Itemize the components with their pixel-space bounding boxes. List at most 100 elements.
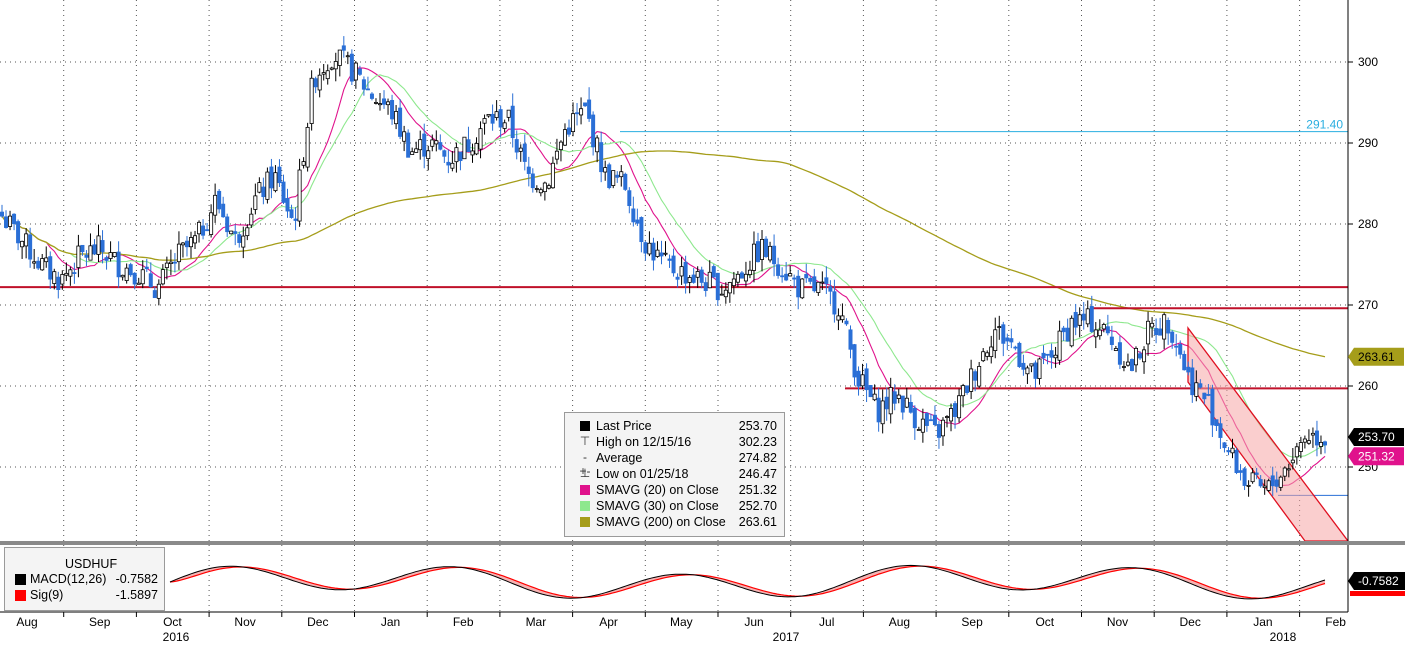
candle-body <box>591 114 596 148</box>
candle-body <box>188 237 193 248</box>
candle-body <box>132 272 137 285</box>
candle-body <box>357 68 362 75</box>
candle-body <box>836 315 841 321</box>
candle-body <box>812 276 817 292</box>
legend-row: SMAVG (200) on Close 263.61 <box>565 515 784 531</box>
price-tag-bg <box>1348 347 1404 366</box>
candle-body <box>506 109 511 118</box>
candle-body <box>1198 383 1203 388</box>
candle-body <box>176 243 181 263</box>
candle-body <box>213 194 218 216</box>
candle-body <box>434 140 439 145</box>
month-tick-label: Oct <box>163 615 182 629</box>
price-tick-label: 260 <box>1358 379 1378 393</box>
candle-body <box>776 264 781 276</box>
candle-body <box>438 142 443 150</box>
macd-tag-bg <box>1348 572 1405 590</box>
candle-body <box>156 283 161 299</box>
candle-body <box>84 254 89 258</box>
candle-body <box>1262 485 1267 488</box>
year-tick-label: 2016 <box>163 630 190 644</box>
candle-body <box>502 122 507 129</box>
candle-body <box>619 171 624 178</box>
candle-body <box>940 419 945 437</box>
candle-body <box>969 368 974 392</box>
candle-body <box>764 238 769 257</box>
candle-body <box>627 190 632 207</box>
month-tick-label: Sep <box>89 615 111 629</box>
candle-body <box>695 271 700 278</box>
month-tick-label: Jan <box>1253 615 1272 629</box>
candle-body <box>353 62 358 81</box>
candle-body <box>100 240 105 253</box>
candle-body <box>430 139 435 147</box>
candle-body <box>603 167 608 173</box>
candle-body <box>297 169 302 222</box>
candle-body <box>277 166 282 184</box>
month-tick-label: Feb <box>453 615 474 629</box>
candle-body <box>739 272 744 279</box>
candle-body <box>8 215 13 227</box>
candle-body <box>928 419 933 422</box>
candle-body <box>1298 442 1303 452</box>
candle-body <box>341 45 346 51</box>
candle-body <box>462 136 467 160</box>
candle-body <box>844 320 849 325</box>
candle-body <box>989 346 994 358</box>
candle-body <box>888 387 893 415</box>
candle-body <box>108 252 113 259</box>
candle-body <box>1121 366 1126 368</box>
candle-body <box>28 234 33 260</box>
candle-body <box>128 264 133 276</box>
candle-body <box>860 374 865 387</box>
candle-body <box>293 218 298 221</box>
candle-body <box>309 77 314 124</box>
candle-body <box>908 402 913 413</box>
candle-body <box>120 274 125 278</box>
candle-body <box>96 235 101 255</box>
candle-body <box>365 88 370 91</box>
candle-body <box>751 243 756 271</box>
candle-body <box>140 269 145 285</box>
candle-body <box>1270 475 1275 487</box>
candle-body <box>265 171 270 200</box>
candle-body <box>478 128 483 150</box>
candle-body <box>406 132 411 158</box>
candle-body <box>88 245 93 261</box>
candle-body <box>172 261 177 264</box>
candle-body <box>985 352 990 357</box>
month-tick-label: Feb <box>1325 615 1346 629</box>
candle-body <box>1178 343 1183 355</box>
candle-body <box>949 408 954 422</box>
candle-body <box>160 269 165 285</box>
candle-body <box>780 275 785 278</box>
legend-row: ⊤ High on 12/15/16 302.23 <box>565 434 784 451</box>
macd-label: MACD(12,26) <box>30 572 107 586</box>
candle-body <box>651 242 656 261</box>
candle-body <box>317 74 322 91</box>
candle-body <box>68 269 73 277</box>
legend-row: -+- Average 274.82 <box>565 450 784 478</box>
candle-body <box>184 240 189 248</box>
legend-label: Low on 01/25/18 <box>596 467 689 481</box>
candle-body <box>1013 346 1018 349</box>
candle-body <box>301 161 306 166</box>
legend-label: Average <box>596 451 643 465</box>
candle-body <box>1101 324 1106 330</box>
candle-body <box>498 109 503 128</box>
signal-line <box>169 565 1326 599</box>
candle-body <box>197 221 202 235</box>
month-tick-label: Nov <box>234 615 255 629</box>
legend-value: 246.47 <box>738 467 777 481</box>
candle-body <box>257 182 262 193</box>
candle-body <box>313 78 318 88</box>
candle-body <box>711 266 716 278</box>
candle-body <box>369 93 374 99</box>
candle-body <box>558 141 563 150</box>
candle-body <box>180 242 185 246</box>
macd-legend: USDHUF MACD(12,26) -0.7582 Sig(9) -1.589… <box>4 547 165 611</box>
candle-body <box>1061 327 1066 333</box>
candle-body <box>16 221 21 244</box>
legend-label: Last Price <box>596 419 652 433</box>
candle-body <box>953 403 958 417</box>
